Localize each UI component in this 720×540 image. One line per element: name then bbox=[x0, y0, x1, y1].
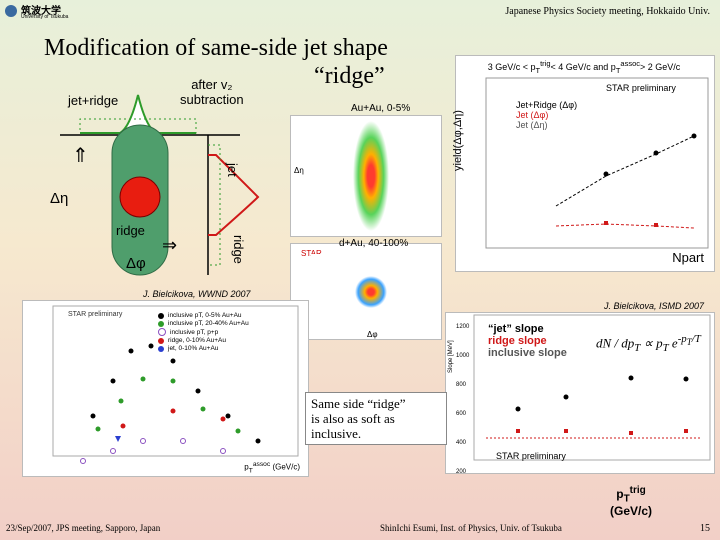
legend-jet: jet, 0-10% Au+Au bbox=[168, 345, 219, 352]
legend-jet-slope: “jet” slope bbox=[488, 323, 544, 335]
auau-correlation-map: Au+Au, 0-5% Δη bbox=[290, 103, 442, 237]
university-logo-text: 筑波大学 bbox=[21, 6, 61, 17]
slope-yticks: 1200 1000 800 600 400 200 bbox=[456, 324, 470, 475]
legend-jet-ridge: Jet+Ridge (Δφ) bbox=[516, 100, 578, 110]
right-ridge-hatch bbox=[208, 144, 221, 266]
slope-xlabel-main: pTtrig bbox=[616, 485, 646, 505]
slope-xlabel-unit: (GeV/c) bbox=[610, 504, 653, 519]
yield-plot-title: 3 GeV/c < pTtrig< 4 GeV/c and pTassoc> 2… bbox=[487, 59, 681, 75]
slide-title: Modification of same-side jet shape “rid… bbox=[44, 34, 444, 90]
ridge-callout: Same side “ridge” is also as soft as inc… bbox=[305, 392, 447, 445]
slope-plot: J. Bielcikova, ISMD 2007 Slope [MeV] 120… bbox=[445, 301, 715, 475]
legend-ridge-slope: ridge slope bbox=[488, 335, 547, 347]
yield-plot: 3 GeV/c < pTtrig< 4 GeV/c and pTassoc> 2… bbox=[452, 55, 715, 272]
ratio-xlabel: pTassoc (GeV/c) bbox=[244, 460, 300, 474]
ratio-legend: inclusive pT, 0-5% Au+Au inclusive pT, 2… bbox=[158, 311, 249, 353]
legend-ridge: ridge, 0-10% Au+Au bbox=[168, 337, 226, 344]
ratio-plot-marks bbox=[52, 305, 299, 464]
ratio-preliminary: STAR preliminary bbox=[68, 311, 123, 318]
ridge-label: ridge bbox=[116, 223, 145, 238]
jet-ridge-schematic: jet+ridge after v₂ subtraction ⇑ Δη jet … bbox=[40, 77, 280, 280]
ratio-citation: J. Bielcikova, WWND 2007 bbox=[143, 289, 251, 299]
footer-date: 23/Sep/2007, JPS meeting, Sapporo, Japan bbox=[6, 523, 161, 533]
legend-inclusive-slope: inclusive slope bbox=[488, 347, 567, 359]
slope-citation: J. Bielcikova, ISMD 2007 bbox=[603, 301, 704, 311]
arrow-right-icon: ⇒ bbox=[162, 235, 178, 255]
university-logo: 筑波大学 University of Tsukuba bbox=[4, 2, 74, 24]
university-logo-subtext: University of Tsukuba bbox=[21, 14, 69, 20]
jet-blob bbox=[119, 176, 161, 218]
after-v2-label: after v₂ subtraction bbox=[180, 77, 244, 107]
slope-formula: dN / dpT ∝ pT e-pT/T bbox=[596, 333, 701, 354]
legend-auau-20-40: inclusive pT, 20-40% Au+Au bbox=[168, 320, 249, 327]
auau-label: Au+Au, 0-5% bbox=[351, 103, 411, 114]
page-number: 15 bbox=[700, 523, 710, 534]
ratio-plot: J. Bielcikova, WWND 2007 inclusive pT, 0… bbox=[22, 289, 309, 477]
jet-ridge-label: jet+ridge bbox=[68, 93, 119, 108]
dau-label: d+Au, 40-100% bbox=[339, 238, 409, 249]
yield-plot-xlabel: Npart bbox=[672, 250, 704, 265]
slope-xlabel: pTtrig (GeV/c) bbox=[610, 485, 652, 518]
ridge-label-vertical: ridge bbox=[231, 235, 246, 264]
dau-x-axis: Δφ bbox=[367, 330, 378, 339]
dau-correlation-map: STAR d+Au, 40-100% Δφ bbox=[290, 238, 442, 340]
legend-jet-dphi: Jet (Δφ) bbox=[516, 110, 549, 120]
auau-heatmap bbox=[311, 121, 431, 231]
university-logo-icon bbox=[5, 5, 17, 17]
dau-heatmap bbox=[311, 254, 431, 329]
slope-plot-marks bbox=[473, 314, 711, 461]
schematic-drawing bbox=[60, 94, 260, 276]
yield-plot-marks bbox=[485, 77, 709, 249]
callout-line-1: Same side “ridge” bbox=[311, 396, 406, 411]
yield-preliminary: STAR preliminary bbox=[606, 83, 676, 93]
slope-preliminary: STAR preliminary bbox=[496, 451, 566, 461]
callout-line-2: is also as soft as bbox=[311, 411, 395, 426]
title-line-2: “ridge” bbox=[314, 63, 385, 89]
slope-legend: “jet” slope ridge slope inclusive slope bbox=[488, 323, 567, 359]
right-distribution-shape bbox=[208, 154, 260, 236]
deta-label: Δη bbox=[50, 190, 69, 207]
jet-label: jet bbox=[225, 163, 240, 177]
legend-auau-0-5: inclusive pT, 0-5% Au+Au bbox=[168, 312, 242, 319]
callout-line-3: inclusive. bbox=[311, 426, 362, 441]
top-ridge-hatch bbox=[79, 118, 197, 134]
legend-jet-deta: Jet (Δη) bbox=[516, 120, 548, 130]
yield-legend: Jet+Ridge (Δφ) Jet (Δφ) Jet (Δη) bbox=[516, 100, 577, 130]
legend-pp: inclusive pT, p+p bbox=[170, 328, 219, 336]
dphi-label: Δφ bbox=[126, 255, 146, 272]
auau-y-axis: Δη bbox=[294, 166, 304, 175]
meeting-header: Japanese Physics Society meeting, Hokkai… bbox=[505, 6, 710, 17]
star-logo: STAR bbox=[301, 249, 322, 258]
arrow-up-icon: ⇑ bbox=[72, 145, 89, 167]
title-line-1: Modification of same-side jet shape bbox=[44, 35, 388, 61]
footer-author: ShinIchi Esumi, Inst. of Physics, Univ. … bbox=[380, 523, 562, 533]
